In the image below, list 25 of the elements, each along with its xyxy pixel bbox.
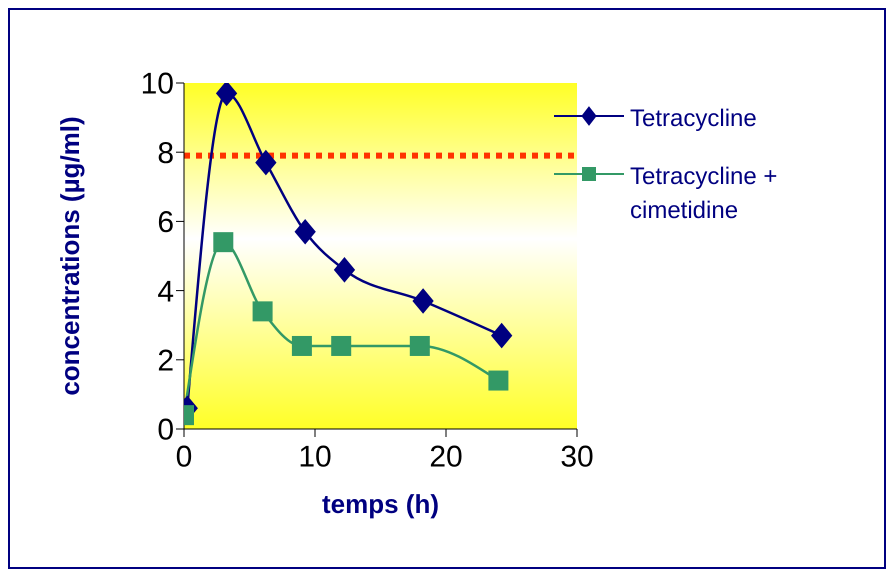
y-axis-title: concentrations (µg/ml) [55,116,86,396]
point [252,301,273,322]
point [213,232,234,252]
y-tick-label: 4 [157,275,174,308]
y-tick-label: 10 [140,68,174,101]
y-tick-label: 6 [157,206,174,240]
point [255,150,276,176]
y-tick-label: 0 [157,414,174,447]
point [491,323,512,348]
x-axis-title: temps (h) [322,489,439,519]
x-tick-label: 30 [560,440,594,474]
point [292,336,312,356]
x-tick-label: 20 [429,440,463,474]
legend-label: Tetracycline + cimetidine [630,162,778,226]
y-tick-label: 8 [157,136,174,170]
y-tick-label: 2 [157,344,174,378]
point [410,336,430,356]
point [334,257,355,282]
point [412,288,434,314]
legend-label: Tetracycline [630,104,758,134]
point [488,370,508,391]
point [294,219,316,244]
x-tick-label: 10 [298,440,332,474]
point [216,83,238,106]
point [331,336,352,356]
